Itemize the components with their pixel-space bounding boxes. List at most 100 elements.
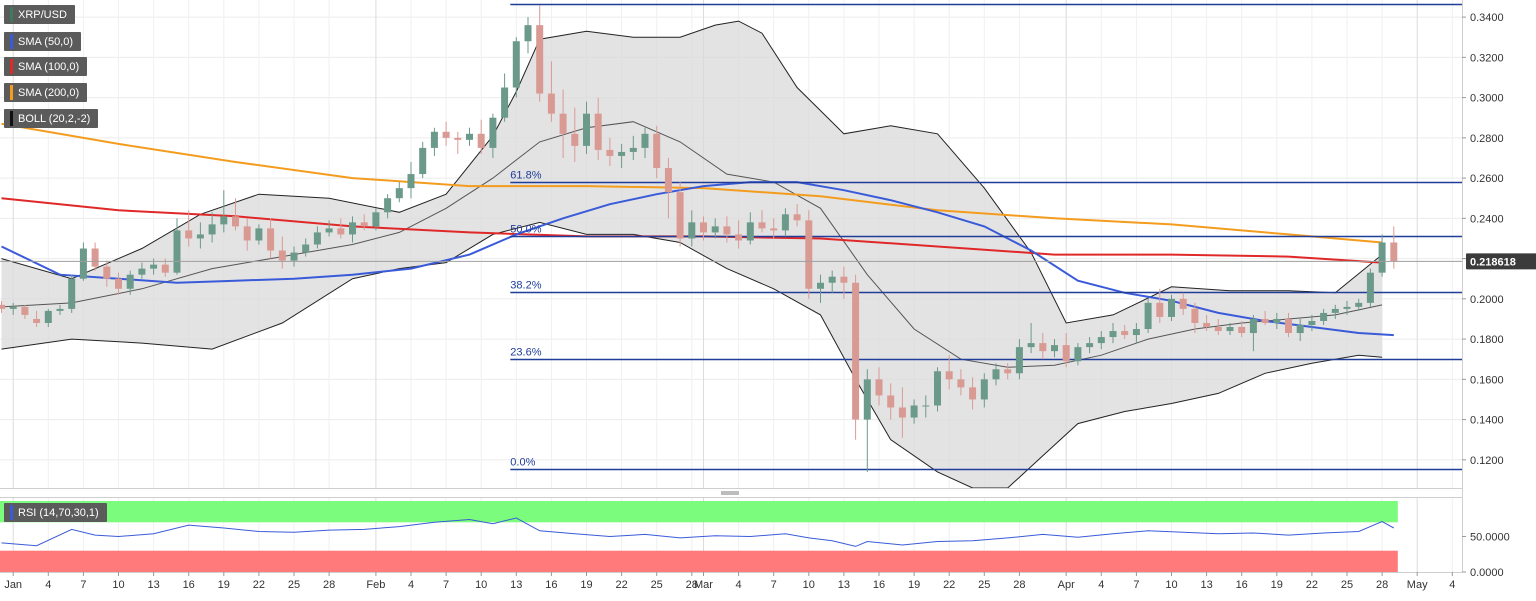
candle-body xyxy=(1086,343,1094,348)
candle-body xyxy=(220,216,228,225)
rsi-axis-label: 0.0000 xyxy=(1470,567,1504,579)
price-axis-label: 0.2800 xyxy=(1470,133,1504,145)
candle-body xyxy=(1214,327,1222,332)
candle-body xyxy=(735,234,743,241)
legend-symbol[interactable]: XRP/USD xyxy=(4,5,75,24)
price-axis: 0.12000.14000.16000.18000.20000.22000.24… xyxy=(0,0,1536,572)
candle-body xyxy=(68,278,76,309)
candle-body xyxy=(1285,318,1292,334)
time-axis-label: 7 xyxy=(80,579,86,591)
candle-body xyxy=(828,276,836,283)
candle-body xyxy=(512,41,520,88)
fibonacci-levels: 0.0% 23.6% 38.2% 50.0% 61.8% xyxy=(510,3,1462,471)
candle-body xyxy=(489,117,497,148)
price-axis-label: 0.3400 xyxy=(1470,12,1504,24)
candle-body xyxy=(325,228,333,233)
candle-body xyxy=(676,192,684,239)
price-axis-label: 0.2400 xyxy=(1470,213,1504,225)
bollinger-band-area xyxy=(1,20,1383,489)
candle-body xyxy=(384,198,392,213)
legend-sma200[interactable]: SMA (200,0) xyxy=(4,83,88,102)
rsi-panel: 50.0000 0.0000 xyxy=(0,501,1510,579)
candle-body xyxy=(536,25,544,94)
time-axis-label: 25 xyxy=(651,579,663,591)
candle-body xyxy=(407,174,415,189)
bollinger-upper-line xyxy=(1,20,1383,324)
legend-rsi[interactable]: RSI (14,70,30,1) xyxy=(4,503,107,522)
time-axis-label: 7 xyxy=(1133,579,1139,591)
candle-body xyxy=(419,147,427,175)
current-price-tag xyxy=(1466,253,1536,270)
time-axis-label: 28 xyxy=(686,579,698,591)
candle-body xyxy=(887,395,895,408)
candle-body xyxy=(1390,242,1398,262)
candle-body xyxy=(255,228,263,241)
price-axis-label: 0.2600 xyxy=(1470,173,1504,185)
legend-sma200-label: SMA (200,0) xyxy=(18,86,80,99)
legend-swatch xyxy=(10,59,13,74)
time-axis-label: 10 xyxy=(1165,579,1177,591)
candle-body xyxy=(934,371,941,406)
time-axis-label: 4 xyxy=(45,579,51,591)
fibonacci-label: 50.0% xyxy=(510,224,541,236)
candle-body xyxy=(1121,331,1129,336)
candle-body xyxy=(1238,327,1246,334)
sma200-line xyxy=(1,122,1383,244)
candle-body xyxy=(1156,302,1164,317)
candle-body xyxy=(1343,306,1351,309)
candle-body xyxy=(430,131,438,148)
candle-body xyxy=(898,407,906,418)
legend-sma100[interactable]: SMA (100,0) xyxy=(4,57,88,76)
time-axis-label: 25 xyxy=(1341,579,1353,591)
candle-body xyxy=(1249,318,1257,334)
time-axis-label: 4 xyxy=(408,579,414,591)
legend-sma50[interactable]: SMA (50,0) xyxy=(4,32,82,51)
price-axis-label: 0.1200 xyxy=(1470,455,1504,467)
candle-body xyxy=(618,151,626,156)
candle-body xyxy=(571,133,579,146)
time-axis-label: 4 xyxy=(736,579,742,591)
pane-divider[interactable] xyxy=(0,488,1462,498)
time-axis-label: 22 xyxy=(1306,579,1318,591)
pane-resize-handle[interactable] xyxy=(721,491,739,495)
time-axis-label: 4 xyxy=(1098,579,1104,591)
time-axis-label: 22 xyxy=(943,579,955,591)
candle-body xyxy=(44,310,52,323)
time-axis-label: 16 xyxy=(873,579,885,591)
candle-body xyxy=(606,149,614,156)
candle-body xyxy=(442,131,450,138)
legend-boll[interactable]: BOLL (20,2,-2) xyxy=(4,109,99,128)
rsi-line xyxy=(1,517,1395,547)
candle-body xyxy=(0,304,5,309)
candle-body xyxy=(793,214,801,221)
time-axis-label: Feb xyxy=(366,579,385,591)
candle-body xyxy=(372,212,380,227)
candle-body xyxy=(875,379,883,396)
time-axis-label: 28 xyxy=(1013,579,1025,591)
candle-body xyxy=(1015,347,1023,374)
candle-body xyxy=(278,250,286,261)
candle-body xyxy=(56,308,64,311)
candle-body xyxy=(1097,337,1105,344)
legend-swatch xyxy=(10,505,13,520)
candle-body xyxy=(232,216,239,227)
candle-body xyxy=(1296,324,1304,334)
time-axis-label: Mar xyxy=(694,579,713,591)
legend-sma50-label: SMA (50,0) xyxy=(18,35,74,48)
fibonacci-label: 23.6% xyxy=(510,347,541,359)
time-axis-label: Apr xyxy=(1058,579,1075,591)
candle-body xyxy=(1308,320,1316,325)
candle-body xyxy=(641,133,649,148)
candle-body xyxy=(758,222,766,229)
candle-body xyxy=(945,371,953,380)
time-axis-label: 22 xyxy=(253,579,265,591)
candle-body xyxy=(21,306,29,315)
candle-body xyxy=(559,113,567,134)
time-axis-label: 19 xyxy=(218,579,230,591)
candle-body xyxy=(138,268,146,275)
candle-body xyxy=(817,282,824,289)
candle-body xyxy=(115,278,122,289)
candle-body xyxy=(957,379,965,388)
